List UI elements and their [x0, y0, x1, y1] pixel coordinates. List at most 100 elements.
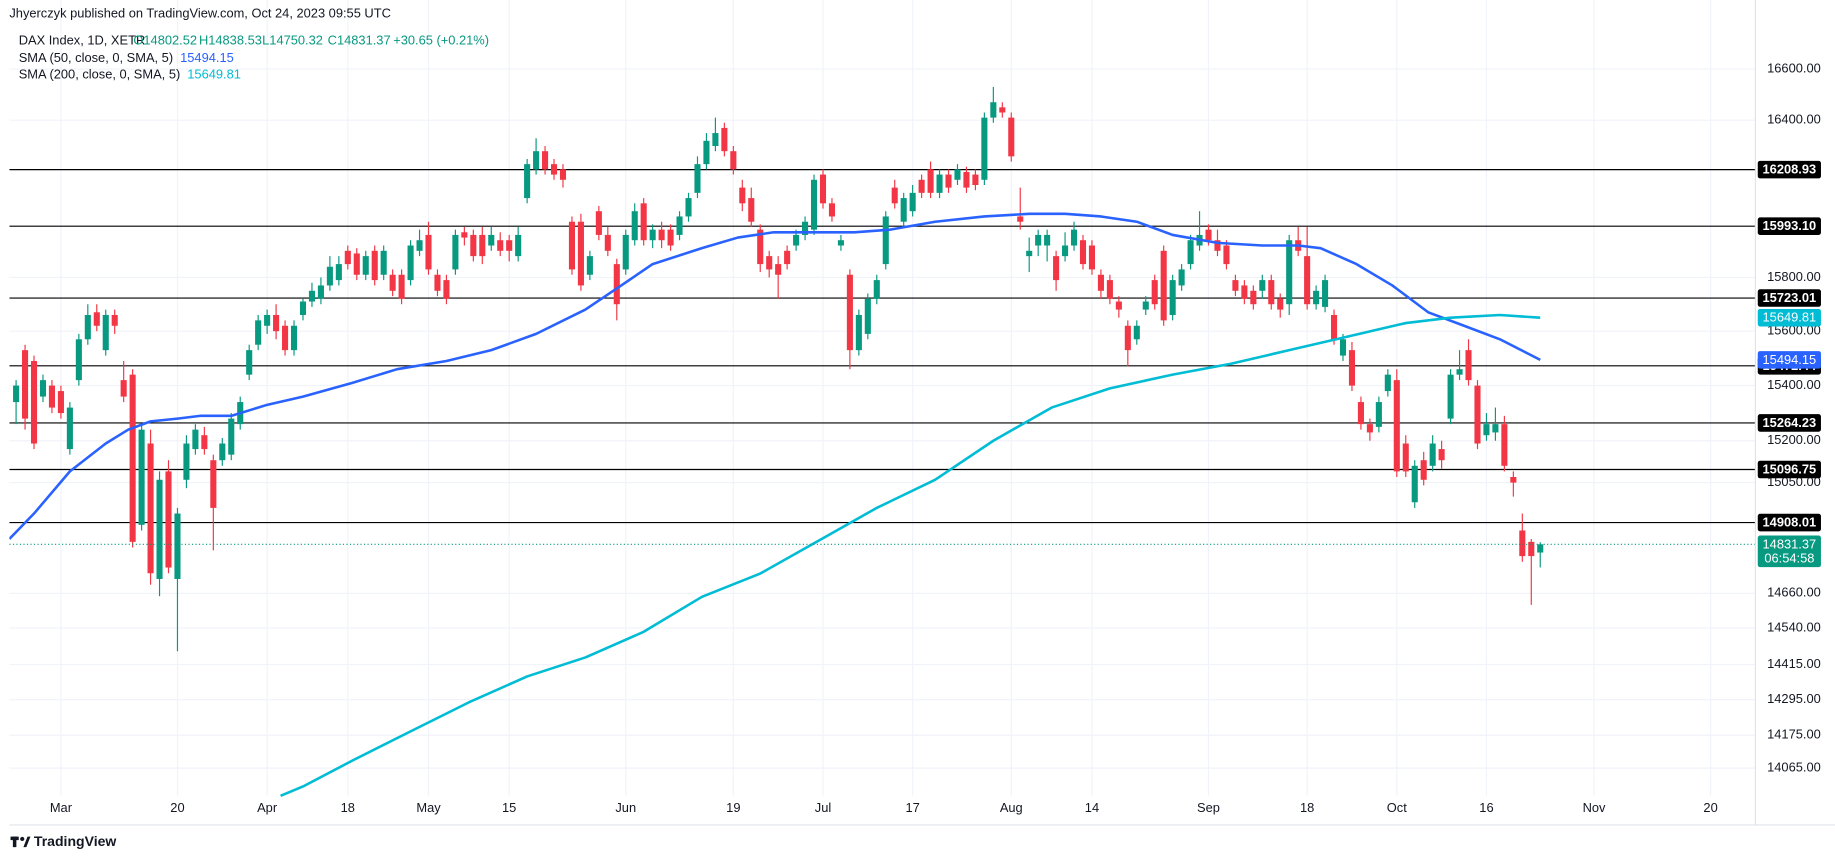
- countdown: 06:54:58: [1764, 550, 1814, 565]
- candle-body: [183, 443, 190, 480]
- candle-body: [1017, 216, 1024, 222]
- candle-body: [371, 250, 378, 281]
- candle-body: [595, 211, 602, 235]
- candle-body: [533, 151, 540, 170]
- candle-body: [443, 280, 450, 299]
- candle-body: [586, 256, 593, 275]
- candle-body: [1142, 301, 1149, 310]
- candle-body: [999, 107, 1006, 113]
- x-tick-label: Oct: [1387, 800, 1407, 815]
- candle-body: [676, 216, 683, 235]
- candle-body: [219, 443, 226, 461]
- candle-body: [577, 221, 584, 286]
- level-label: 16208.93: [1763, 162, 1817, 177]
- candle-body: [255, 320, 262, 345]
- candle-body: [1062, 245, 1069, 257]
- candle-body: [909, 192, 916, 212]
- candle-body: [667, 229, 674, 246]
- candle-body: [1339, 339, 1347, 356]
- level-label-box: [1757, 289, 1821, 307]
- candle-body: [739, 187, 746, 204]
- candle-body: [210, 460, 217, 508]
- candle-body: [1483, 424, 1490, 436]
- candle-body: [1465, 350, 1472, 381]
- candle-body: [945, 174, 952, 188]
- y-tick-label: 14540.00: [1767, 619, 1821, 634]
- candle-body: [1259, 280, 1266, 291]
- candle-body: [389, 274, 396, 291]
- candle-body: [93, 312, 100, 326]
- x-tick-label: May: [416, 800, 441, 815]
- y-tick-label: 15200.00: [1767, 432, 1821, 447]
- candle-body: [757, 229, 764, 265]
- candle-body: [1384, 374, 1391, 392]
- x-tick-label: 20: [1703, 800, 1717, 815]
- candle-body: [658, 229, 665, 241]
- level-label-box: [1757, 414, 1821, 432]
- candle-body: [1313, 290, 1320, 305]
- candle-body: [138, 429, 145, 525]
- candle-body: [712, 133, 719, 146]
- overlay: 16600.0016400.0015800.0015600.0015400.00…: [19, 50, 1821, 815]
- candle-body: [1106, 280, 1113, 299]
- candle-body: [156, 479, 163, 579]
- candle-body: [1214, 240, 1221, 251]
- level-label: 14908.01: [1763, 515, 1817, 530]
- level-label: 15264.23: [1763, 415, 1817, 430]
- candle-body: [900, 198, 907, 222]
- candle-body: [30, 361, 38, 444]
- candle-body: [1330, 314, 1338, 340]
- candle-body: [981, 117, 988, 180]
- y-tick-label: 14660.00: [1767, 585, 1821, 600]
- candle-body: [201, 435, 208, 450]
- candle-body: [13, 385, 20, 403]
- x-tick-label: Sep: [1197, 800, 1220, 815]
- candle-body: [282, 325, 289, 351]
- footer-brand: TradingView: [34, 833, 116, 849]
- candle-body: [622, 234, 629, 270]
- candle-body: [407, 245, 414, 281]
- candle-body: [1420, 460, 1427, 480]
- candle-body: [1366, 424, 1373, 433]
- candle-body: [775, 264, 782, 275]
- y-tick-label: 16600.00: [1767, 60, 1821, 75]
- candle-body: [57, 391, 64, 414]
- sma-label: 15649.81: [1763, 310, 1817, 325]
- candle-body: [326, 266, 333, 286]
- candle-body: [766, 256, 773, 270]
- plot-area: [9, 86, 1756, 798]
- candle-body: [488, 234, 495, 246]
- candle-body: [1357, 402, 1364, 425]
- candle-body: [111, 314, 118, 326]
- candle-body: [1035, 234, 1042, 246]
- candle-body: [1169, 280, 1176, 315]
- candle-body: [1277, 298, 1284, 310]
- candle-body: [748, 198, 755, 222]
- candle-body: [873, 280, 880, 299]
- candle-body: [273, 314, 280, 332]
- y-tick-label: 16400.00: [1767, 112, 1821, 127]
- candle-body: [165, 471, 172, 568]
- legend-value: 15649.81: [187, 66, 241, 81]
- candle-body: [39, 380, 47, 397]
- x-tick-label: 14: [1085, 800, 1099, 815]
- candle-body: [819, 174, 827, 204]
- legend-change: +30.65 (+0.21%): [393, 32, 489, 47]
- candle-body: [1053, 256, 1060, 281]
- candle-body: [1151, 280, 1158, 305]
- candle-body: [120, 380, 127, 397]
- candle-body: [344, 250, 351, 265]
- x-tick-label: 17: [905, 800, 919, 815]
- candle-body: [1241, 285, 1248, 299]
- y-tick-label: 14415.00: [1767, 656, 1821, 671]
- level-label-box: [1757, 513, 1821, 532]
- legend-open: O14802.52: [133, 32, 197, 47]
- legend-symbol: DAX Index, 1D, XETR: [19, 32, 146, 47]
- candle-body: [1223, 245, 1230, 265]
- candle-body: [990, 102, 997, 118]
- candle-body: [470, 234, 477, 257]
- candle-body: [1124, 325, 1131, 351]
- candle-body: [1250, 290, 1257, 305]
